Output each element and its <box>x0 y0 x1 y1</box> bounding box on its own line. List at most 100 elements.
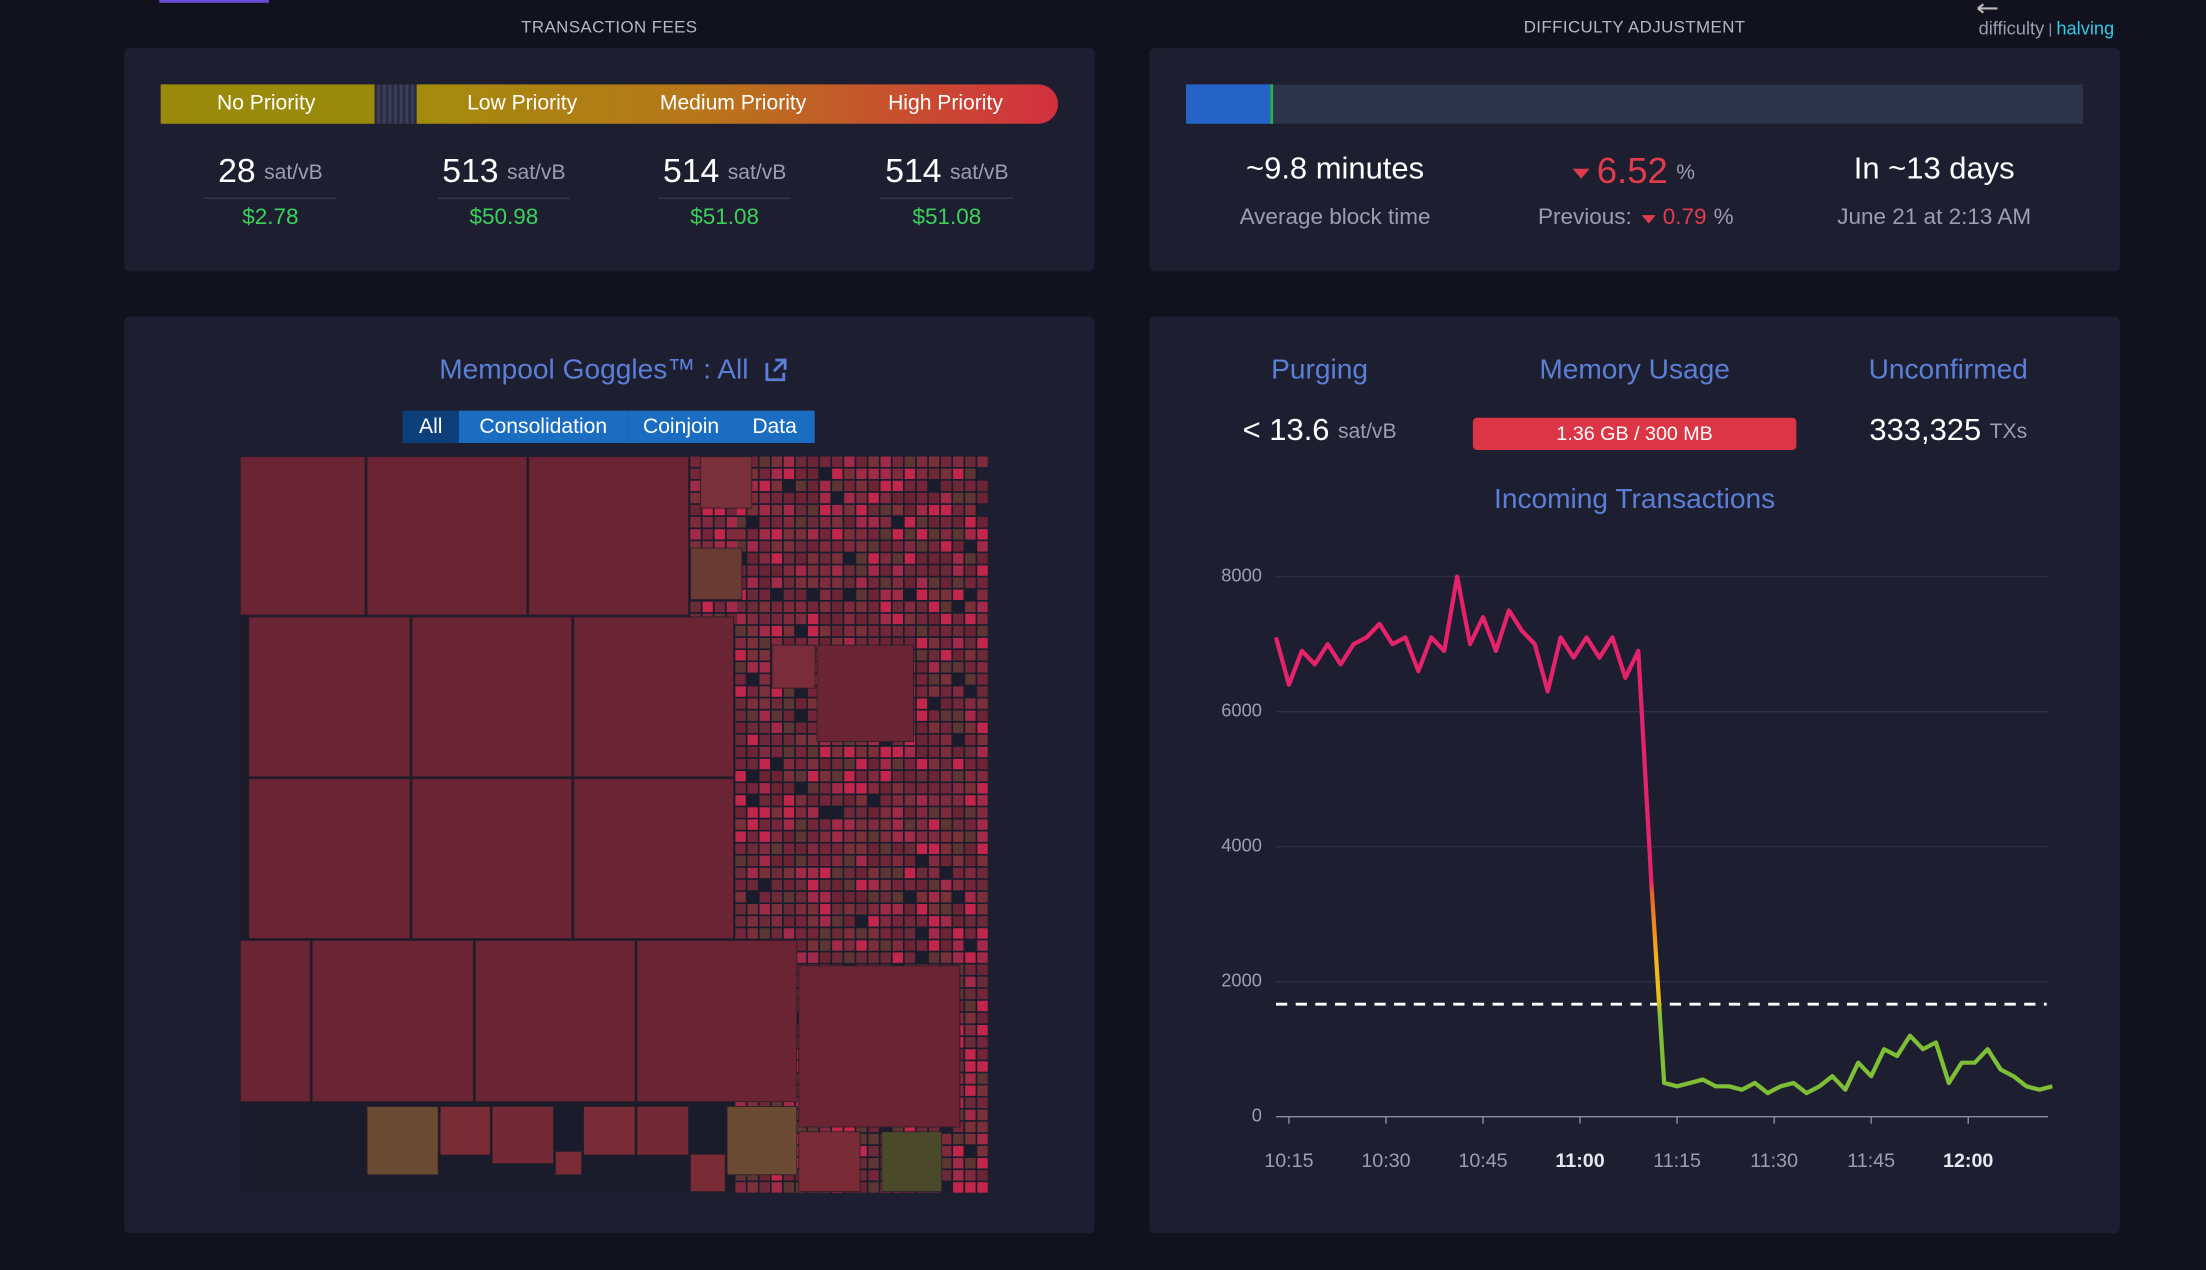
external-link-icon[interactable] <box>765 358 787 382</box>
treemap-cell <box>940 1145 952 1157</box>
filter-button[interactable] <box>402 410 459 444</box>
treemap-cell <box>856 1158 867 1169</box>
treemap-cell <box>977 976 988 988</box>
treemap-cell <box>807 601 819 613</box>
treemap-cell <box>795 541 807 552</box>
treemap-cell <box>856 480 867 492</box>
treemap-cell <box>747 1097 758 1108</box>
treemap-cell <box>965 1025 976 1036</box>
treemap-cell <box>940 831 952 842</box>
treemap-cell <box>965 504 976 516</box>
fee-rate-value: 513 <box>442 152 498 190</box>
treemap-cell <box>844 843 855 854</box>
treemap-cell <box>928 565 940 576</box>
treemap-cell <box>702 504 713 516</box>
treemap-cell <box>904 795 916 806</box>
treemap-cell <box>735 771 746 782</box>
x-tick-label: 11:15 <box>1653 1150 1701 1172</box>
treemap-cell <box>868 904 879 915</box>
treemap-cell <box>795 589 807 600</box>
treemap-cell <box>916 891 928 903</box>
treemap-cell <box>940 758 952 770</box>
treemap-cell <box>771 783 783 794</box>
treemap-cell <box>940 783 952 794</box>
filter-label[interactable]: Coinjoin <box>643 415 719 438</box>
treemap-cell <box>832 601 843 613</box>
treemap-cell <box>795 504 807 516</box>
treemap-cell <box>904 468 916 480</box>
previous-unit: % <box>1714 204 1734 229</box>
treemap-cell <box>807 831 819 842</box>
treemap-cell <box>940 807 952 818</box>
treemap-cell <box>795 746 807 758</box>
goggles-title[interactable]: Mempool Goggles™ : All <box>439 354 748 385</box>
treemap-cell <box>965 1061 976 1072</box>
toggle-difficulty[interactable]: difficulty <box>1979 17 2046 38</box>
filter-button[interactable] <box>627 410 735 444</box>
toggle-separator: | <box>2048 20 2052 36</box>
treemap-cell <box>868 1158 879 1169</box>
treemap-block <box>555 1151 583 1176</box>
treemap-cell <box>953 492 964 504</box>
treemap-cell <box>832 746 843 758</box>
filter-label[interactable]: All <box>419 415 442 438</box>
treemap-cell <box>928 722 940 734</box>
treemap-cell <box>940 928 952 939</box>
treemap-cell <box>820 783 831 794</box>
treemap-cell <box>904 940 916 951</box>
treemap-cell <box>892 613 904 625</box>
treemap-cell <box>771 1097 783 1108</box>
treemap-cell <box>916 589 928 600</box>
treemap-cell <box>965 1097 976 1108</box>
treemap-cell <box>690 504 701 516</box>
filter-button[interactable] <box>458 410 628 444</box>
filter-label[interactable]: Consolidation <box>479 415 607 438</box>
treemap-cell <box>735 1170 746 1181</box>
filter-label[interactable]: Data <box>752 415 797 438</box>
treemap-cell <box>759 758 770 770</box>
treemap-cell <box>820 746 831 758</box>
down-arrow-small <box>1641 215 1656 224</box>
treemap-cell <box>832 456 843 467</box>
treemap-cell <box>892 952 904 963</box>
treemap-cell <box>856 565 867 576</box>
treemap-cell <box>916 783 928 794</box>
toggle-halving[interactable]: halving <box>2056 17 2114 38</box>
treemap-cell <box>795 722 807 734</box>
unconfirmed-label: Unconfirmed <box>1869 354 2028 385</box>
treemap-cell <box>747 468 758 480</box>
treemap-cell <box>880 613 891 625</box>
treemap-cell <box>892 529 904 540</box>
treemap-cell <box>940 650 952 661</box>
treemap-cell <box>953 904 964 915</box>
treemap-cell <box>940 577 952 588</box>
treemap-cell <box>820 831 831 842</box>
filter-button[interactable] <box>734 410 815 444</box>
toggle[interactable]: difficulty | halving <box>1979 17 2115 38</box>
treemap-cell <box>735 843 746 854</box>
treemap-cell <box>868 492 879 504</box>
treemap-cell <box>856 819 867 830</box>
treemap-cell <box>735 1182 746 1193</box>
treemap-cell <box>977 904 988 915</box>
treemap-cell <box>868 940 879 951</box>
treemap-cell <box>747 879 758 891</box>
treemap-block <box>411 616 573 778</box>
treemap-cell <box>916 867 928 879</box>
treemap-cell <box>953 541 964 552</box>
treemap-cell <box>965 1000 976 1012</box>
treemap-cell <box>759 867 770 879</box>
treemap-cell <box>820 879 831 891</box>
treemap-cell <box>771 807 783 818</box>
treemap-cell <box>820 891 831 903</box>
treemap-cell <box>965 517 976 528</box>
goggles-filters: All Consolidation Coinjoin Data <box>402 410 815 444</box>
treemap-cell <box>807 783 819 794</box>
treemap-cell <box>783 625 795 637</box>
treemap-cell <box>977 1133 988 1145</box>
treemap-cell <box>868 952 879 963</box>
treemap-cell <box>965 662 976 673</box>
treemap-cell <box>856 468 867 480</box>
treemap-cell <box>977 855 988 867</box>
treemap-cell <box>904 879 916 891</box>
